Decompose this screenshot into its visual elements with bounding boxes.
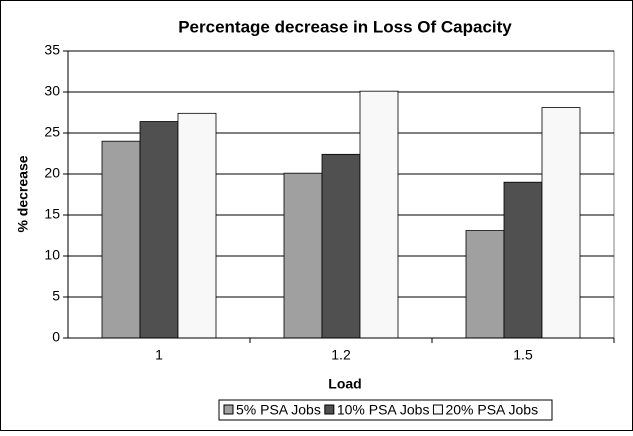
legend-box xyxy=(218,399,553,421)
legend-label: 10% PSA Jobs xyxy=(337,402,430,418)
bar xyxy=(101,140,141,339)
y-tick-label: 5 xyxy=(52,288,60,304)
chart-title: Percentage decrease in Loss Of Capacity xyxy=(178,17,512,36)
bar xyxy=(503,181,543,339)
y-tick-label: 25 xyxy=(44,124,60,140)
legend-swatch xyxy=(432,404,443,415)
y-tick-label: 15 xyxy=(44,206,60,222)
legend-swatch xyxy=(223,404,234,415)
bar xyxy=(465,230,505,339)
legend-label: 5% PSA Jobs xyxy=(236,402,321,418)
y-tick-label: 10 xyxy=(44,247,60,263)
x-axis-title: Load xyxy=(328,376,361,392)
legend-swatch xyxy=(324,404,335,415)
y-tick-label: 20 xyxy=(44,165,60,181)
bar xyxy=(283,172,323,339)
x-tick-label: 1.5 xyxy=(513,347,533,363)
bar xyxy=(321,153,361,339)
bar xyxy=(177,112,217,339)
bar xyxy=(359,90,399,339)
y-tick-label: 35 xyxy=(44,42,60,58)
x-tick-label: 1.2 xyxy=(331,347,351,363)
bar xyxy=(541,107,581,339)
legend-label: 20% PSA Jobs xyxy=(445,402,538,418)
y-tick-label: 30 xyxy=(44,83,60,99)
y-tick-label: 0 xyxy=(52,329,60,345)
x-tick-label: 1 xyxy=(155,347,163,363)
bar xyxy=(139,121,179,339)
y-axis-title: % decrease xyxy=(15,155,31,232)
